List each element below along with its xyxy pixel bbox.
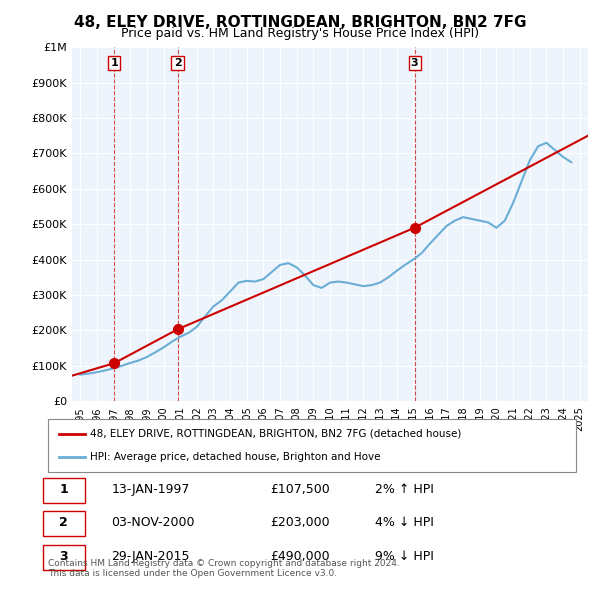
FancyBboxPatch shape	[43, 478, 85, 503]
Text: 48, ELEY DRIVE, ROTTINGDEAN, BRIGHTON, BN2 7FG (detached house): 48, ELEY DRIVE, ROTTINGDEAN, BRIGHTON, B…	[90, 429, 461, 439]
Text: £490,000: £490,000	[270, 550, 329, 563]
Text: £107,500: £107,500	[270, 483, 329, 496]
FancyBboxPatch shape	[43, 512, 85, 536]
Text: 2: 2	[59, 516, 68, 529]
Text: HPI: Average price, detached house, Brighton and Hove: HPI: Average price, detached house, Brig…	[90, 452, 381, 462]
Text: 1: 1	[59, 483, 68, 496]
Text: 13-JAN-1997: 13-JAN-1997	[112, 483, 190, 496]
Text: 48, ELEY DRIVE, ROTTINGDEAN, BRIGHTON, BN2 7FG: 48, ELEY DRIVE, ROTTINGDEAN, BRIGHTON, B…	[74, 15, 526, 30]
Text: Contains HM Land Registry data © Crown copyright and database right 2024.
This d: Contains HM Land Registry data © Crown c…	[48, 559, 400, 578]
Text: 4% ↓ HPI: 4% ↓ HPI	[376, 516, 434, 529]
FancyBboxPatch shape	[48, 419, 576, 472]
Text: 9% ↓ HPI: 9% ↓ HPI	[376, 550, 434, 563]
Text: 3: 3	[411, 58, 418, 68]
FancyBboxPatch shape	[43, 545, 85, 570]
Text: £203,000: £203,000	[270, 516, 329, 529]
Text: 29-JAN-2015: 29-JAN-2015	[112, 550, 190, 563]
Text: 3: 3	[59, 550, 68, 563]
Text: 2% ↑ HPI: 2% ↑ HPI	[376, 483, 434, 496]
Text: 2: 2	[173, 58, 181, 68]
Text: Price paid vs. HM Land Registry's House Price Index (HPI): Price paid vs. HM Land Registry's House …	[121, 27, 479, 40]
Text: 03-NOV-2000: 03-NOV-2000	[112, 516, 195, 529]
Text: 1: 1	[110, 58, 118, 68]
